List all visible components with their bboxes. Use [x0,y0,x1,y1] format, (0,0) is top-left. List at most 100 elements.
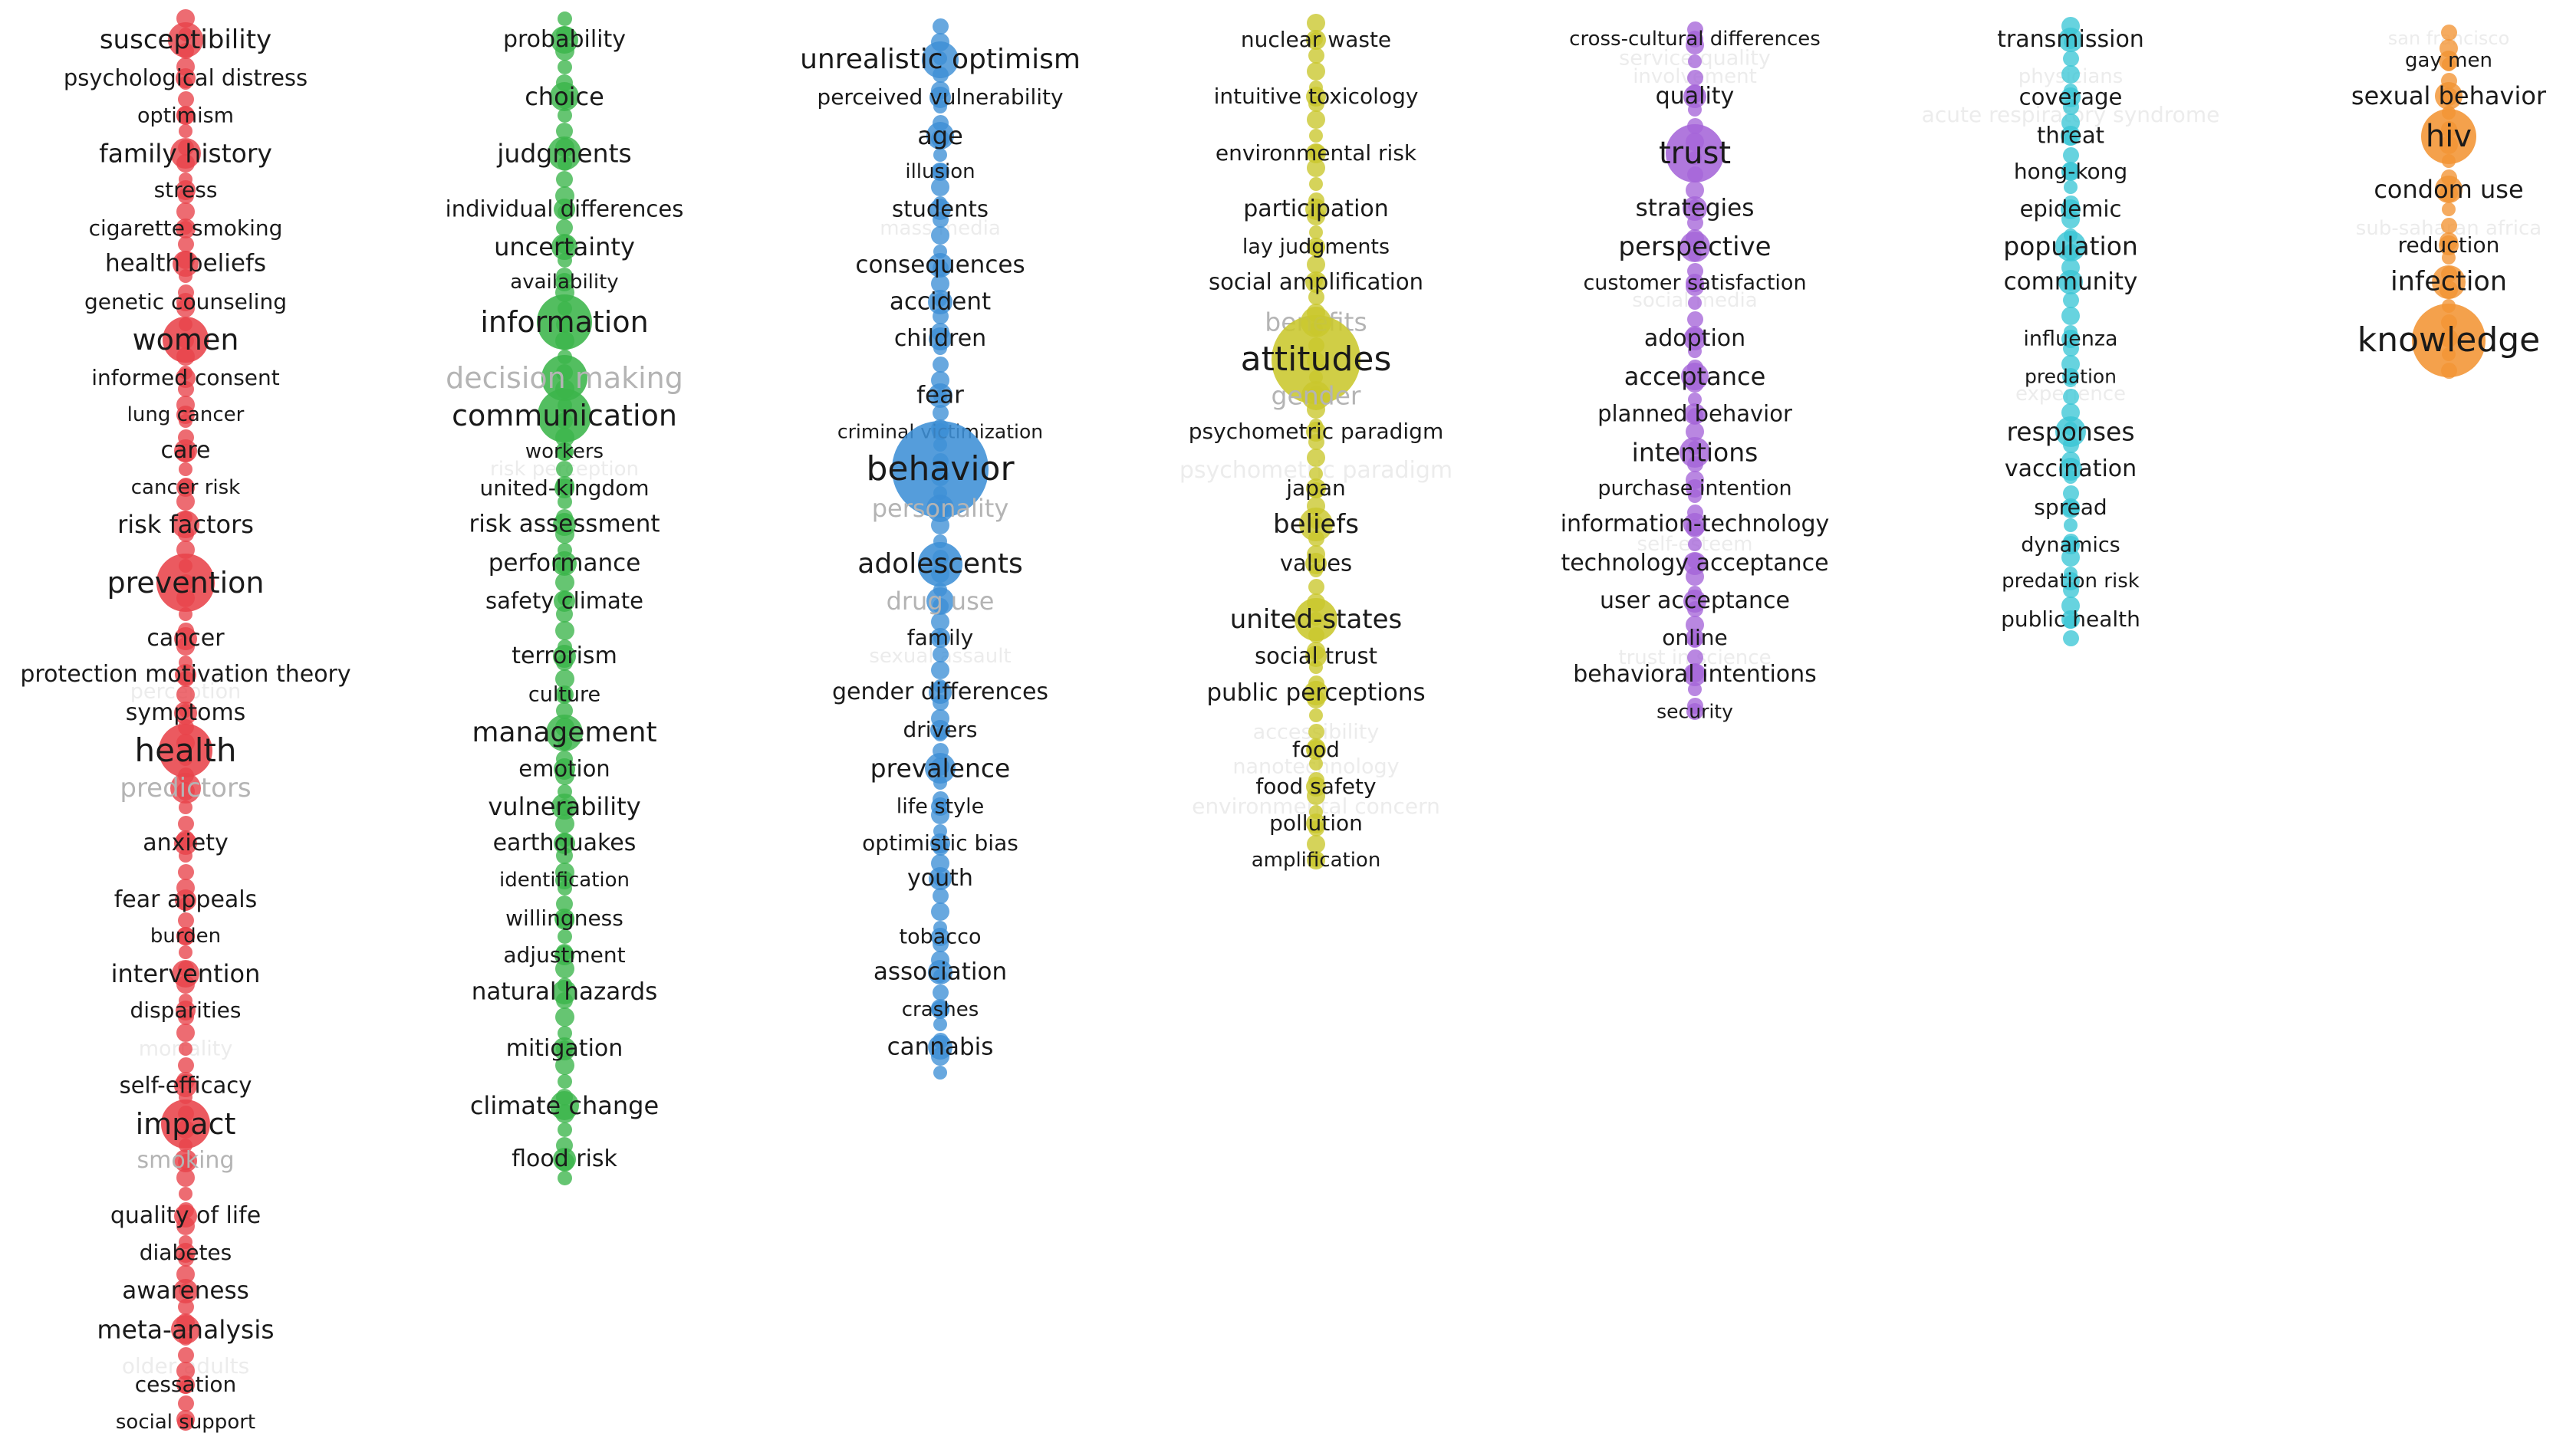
node-social-support[interactable] [177,1414,194,1431]
node-prevalence[interactable] [925,753,956,784]
label-cannabis[interactable]: cannabis [887,1033,994,1061]
node-bubble[interactable] [2440,24,2457,41]
node-online[interactable] [1686,629,1704,647]
label-hiv[interactable]: hiv [2425,119,2472,154]
node-strategies[interactable] [1683,196,1707,221]
label-consequences[interactable]: consequences [855,251,1025,279]
node-coverage[interactable] [2061,87,2081,107]
label-management[interactable]: management [472,717,657,748]
node-bubble[interactable] [557,107,572,123]
label-association[interactable]: association [873,958,1008,986]
node-hong-kong[interactable] [2061,163,2080,181]
node-environmental-risk[interactable] [1306,143,1326,163]
label-emotion[interactable]: emotion [518,755,610,782]
label-predation[interactable]: predation [2024,365,2117,388]
label-age[interactable]: age [917,121,963,150]
node-identification[interactable] [555,871,574,889]
node-bubble[interactable] [2062,291,2079,308]
node-bubble[interactable] [1307,449,1325,467]
label-purchase-intention[interactable]: purchase intention [1597,476,1792,501]
node-bubble[interactable] [179,462,192,476]
node-availability[interactable] [555,273,574,291]
label-drivers[interactable]: drivers [903,717,978,742]
label-behavioral-intentions[interactable]: behavioral intentions [1573,661,1817,688]
node-acceptance[interactable] [1681,363,1709,390]
node-bubble[interactable] [931,902,949,921]
node-bubble[interactable] [557,928,572,944]
label-food[interactable]: food [1292,737,1340,762]
node-bubble[interactable] [557,59,572,74]
node-social-amplification[interactable] [1305,271,1327,293]
node-bubble[interactable] [179,1042,192,1056]
label-accident[interactable]: accident [889,288,992,316]
node-bubble[interactable] [554,669,574,689]
node-spread[interactable] [2061,498,2080,517]
label-dynamics[interactable]: dynamics [2021,533,2120,557]
label-susceptibility[interactable]: susceptibility [99,25,272,55]
node-illusion[interactable] [931,163,949,181]
node-bubble[interactable] [1307,14,1325,32]
node-bubble[interactable] [556,219,573,236]
label-cessation[interactable]: cessation [134,1372,237,1397]
node-bubble[interactable] [177,863,194,880]
label-willingness[interactable]: willingness [505,905,623,931]
node-bubble[interactable] [1309,757,1323,771]
node-bubble[interactable] [557,11,572,26]
node-perceived-vulnerability[interactable] [929,87,951,108]
label-amplification[interactable]: amplification [1251,849,1381,872]
node-bubble[interactable] [2062,388,2079,405]
node-flood-risk[interactable] [553,1148,576,1171]
node-care[interactable] [174,439,197,462]
node-bubble[interactable] [1688,296,1702,310]
label-meta-analysis[interactable]: meta-analysis [97,1314,275,1345]
label-smoking[interactable]: smoking [137,1147,235,1174]
label-adolescents[interactable]: adolescents [857,548,1023,580]
node-bubble[interactable] [2440,217,2457,234]
node-food[interactable] [1306,740,1326,760]
label-fear-appeals[interactable]: fear appeals [114,886,258,913]
node-predation-risk[interactable] [2061,572,2080,590]
node-bubble[interactable] [556,896,573,912]
node-quality[interactable] [1683,85,1706,108]
label-performance[interactable]: performance [488,549,641,577]
node-bubble[interactable] [179,800,192,814]
label-life-style[interactable]: life style [896,794,985,819]
label-availability[interactable]: availability [510,271,619,294]
label-family-history[interactable]: family history [99,138,272,169]
node-bubble[interactable] [1309,467,1323,481]
node-burden[interactable] [176,927,195,945]
node-amplification[interactable] [1307,851,1325,869]
label-influenza[interactable]: influenza [2023,327,2118,351]
node-bubble[interactable] [1308,47,1324,64]
node-intentions[interactable] [1680,437,1710,468]
node-gay-men[interactable] [2439,51,2459,71]
node-family-history[interactable] [170,138,201,169]
node-children[interactable] [929,327,952,350]
node-bubble[interactable] [1686,649,1703,666]
node-culture[interactable] [555,685,574,704]
label-care[interactable]: care [160,437,211,464]
node-health[interactable] [159,724,212,777]
node-vaccination[interactable] [2059,458,2082,481]
label-trust[interactable]: trust [1658,136,1732,171]
label-epidemic[interactable]: epidemic [2019,196,2122,222]
label-protection-motivation-theory[interactable]: protection motivation theory [20,661,351,688]
label-cancer-risk[interactable]: cancer risk [130,476,241,499]
label-impact[interactable]: impact [135,1107,236,1141]
node-bubble[interactable] [1688,537,1702,551]
node-public-perceptions[interactable] [1304,681,1328,705]
label-risk-factors[interactable]: risk factors [117,510,254,539]
node-predation[interactable] [2062,368,2079,385]
node-vulnerability[interactable] [551,794,577,820]
node-adjustment[interactable] [554,945,574,965]
node-natural-hazards[interactable] [552,980,577,1004]
node-bubble[interactable] [2061,307,2080,325]
label-transmission[interactable]: transmission [1997,26,2144,53]
node-user-acceptance[interactable] [1683,590,1706,613]
node-youth[interactable] [929,867,952,890]
label-nuclear-waste[interactable]: nuclear waste [1240,27,1392,52]
label-optimism[interactable]: optimism [137,104,234,128]
label-infection[interactable]: infection [2390,266,2508,297]
node-uncertainty[interactable] [551,234,577,260]
label-communication[interactable]: communication [452,399,677,432]
